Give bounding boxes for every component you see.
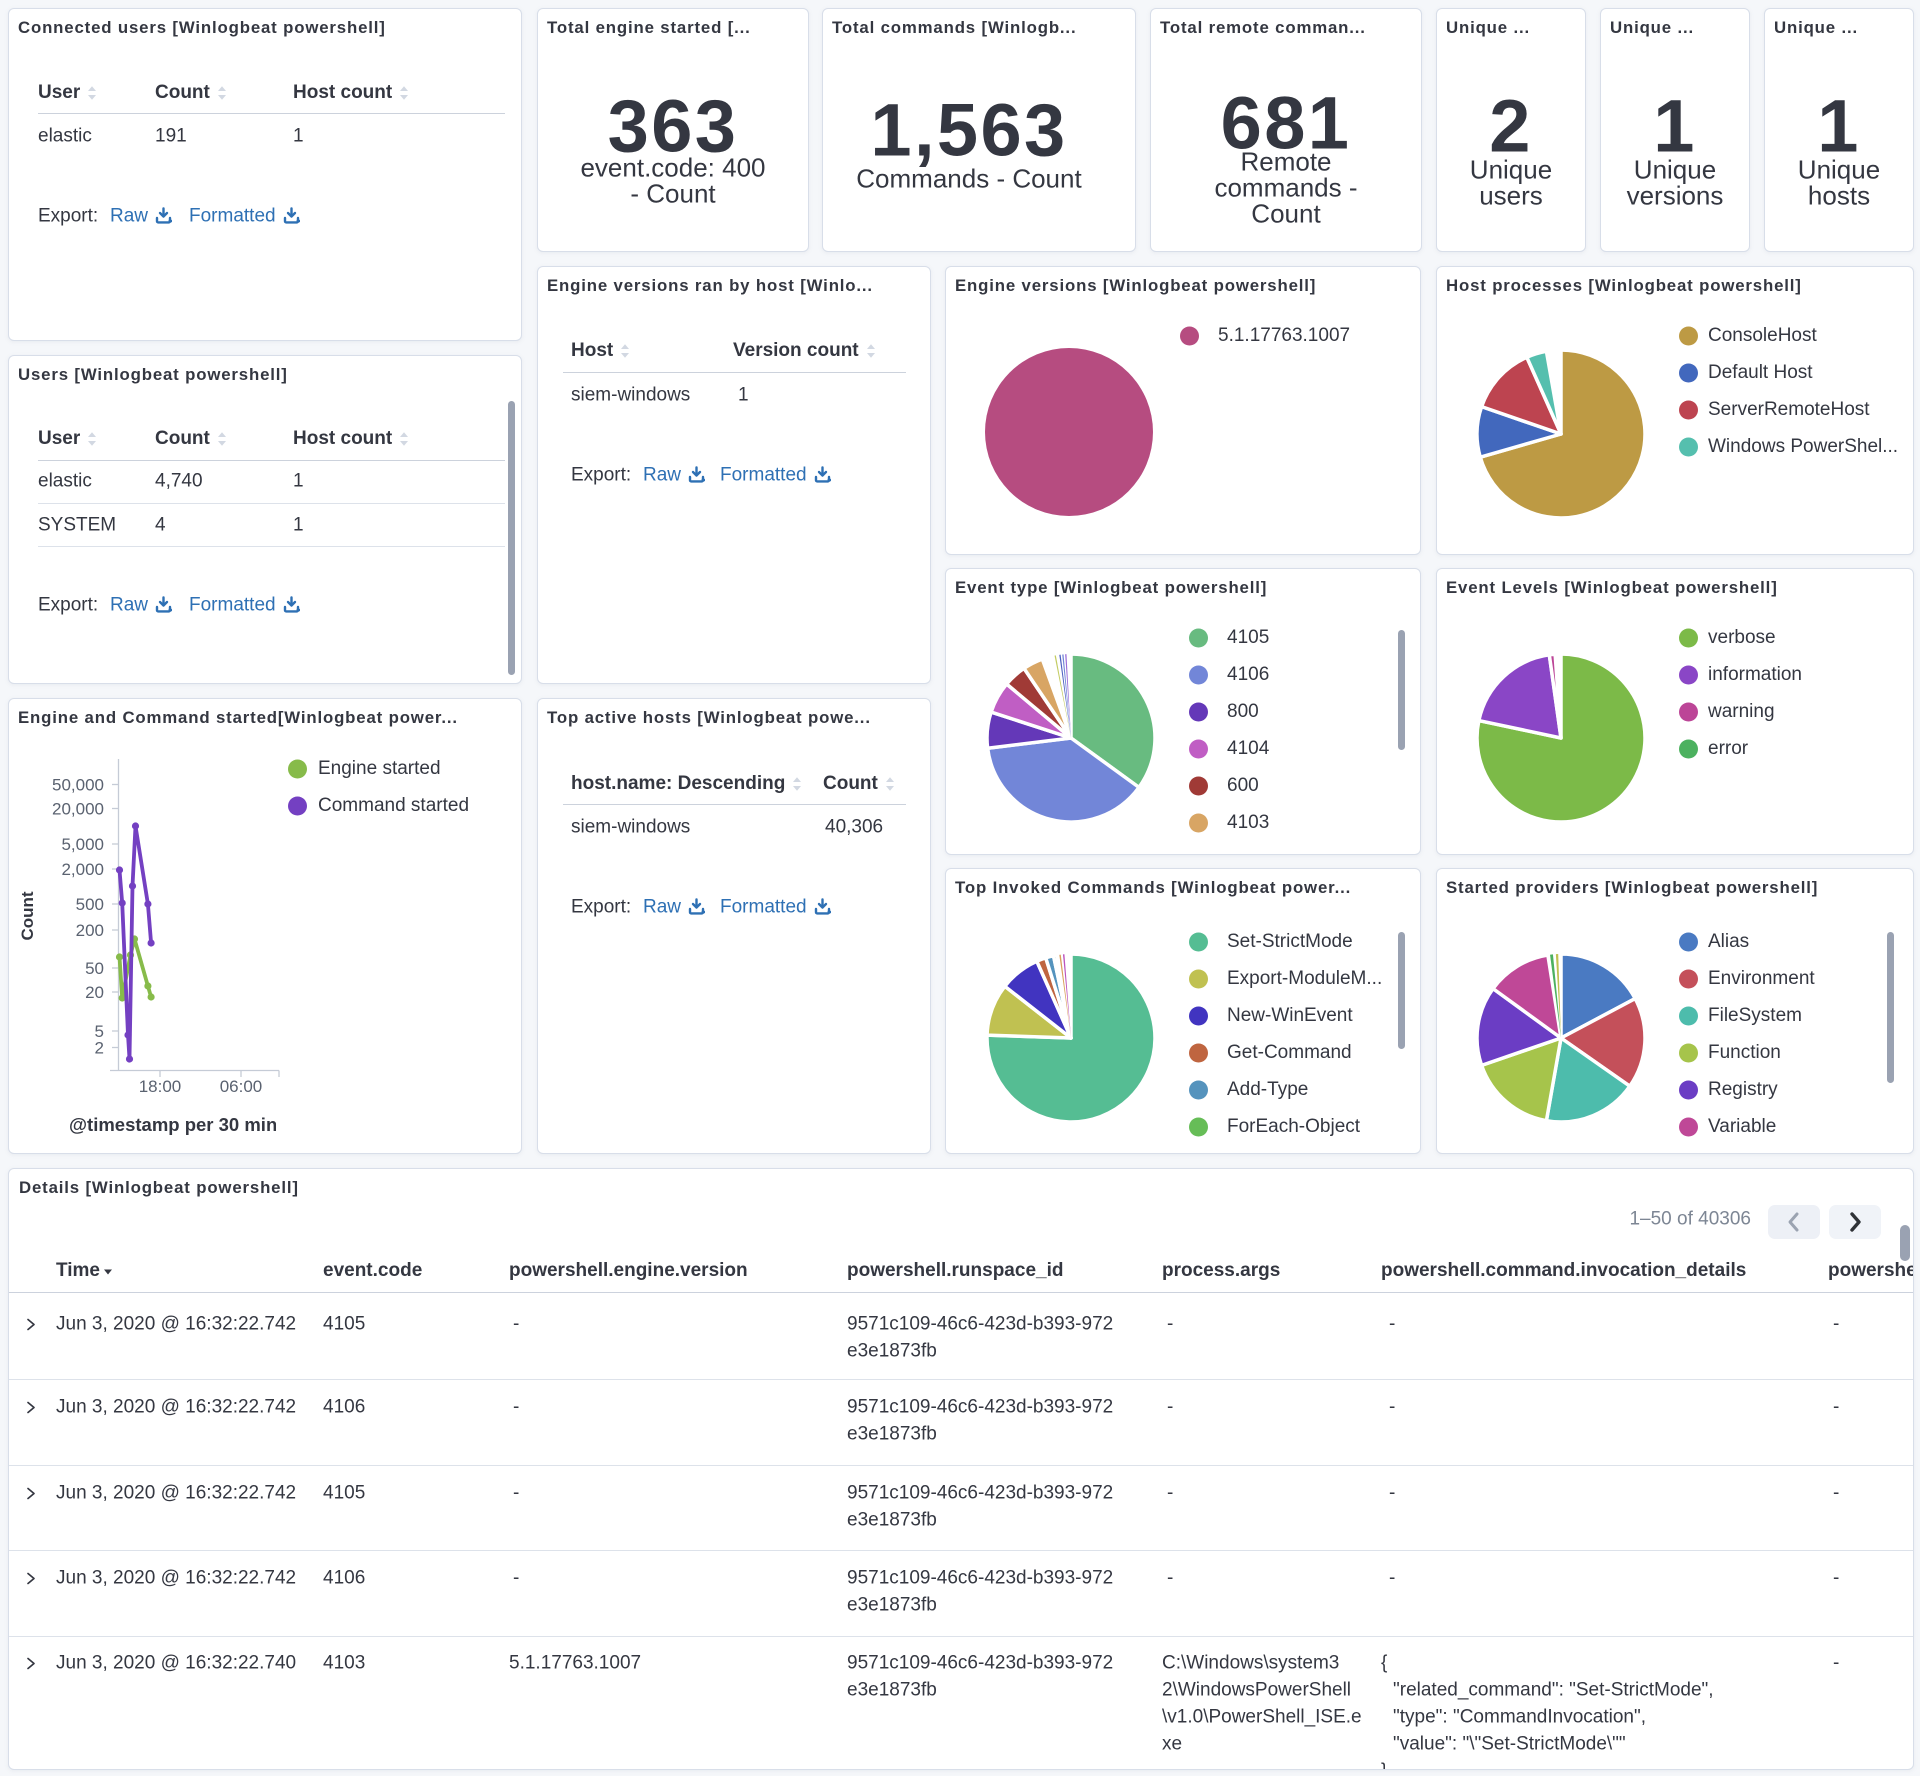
svg-text:20,000: 20,000: [52, 800, 104, 819]
svg-text:5: 5: [95, 1022, 104, 1041]
svg-text:200: 200: [76, 921, 104, 940]
svg-text:5,000: 5,000: [61, 835, 104, 854]
svg-text:50: 50: [85, 959, 104, 978]
svg-text:18:00: 18:00: [139, 1077, 182, 1096]
svg-text:06:00: 06:00: [220, 1077, 263, 1096]
svg-text:2: 2: [95, 1039, 104, 1058]
svg-text:2,000: 2,000: [61, 860, 104, 879]
svg-text:500: 500: [76, 895, 104, 914]
svg-text:Count: Count: [18, 891, 37, 940]
svg-text:20: 20: [85, 983, 104, 1002]
svg-text:50,000: 50,000: [52, 776, 104, 795]
